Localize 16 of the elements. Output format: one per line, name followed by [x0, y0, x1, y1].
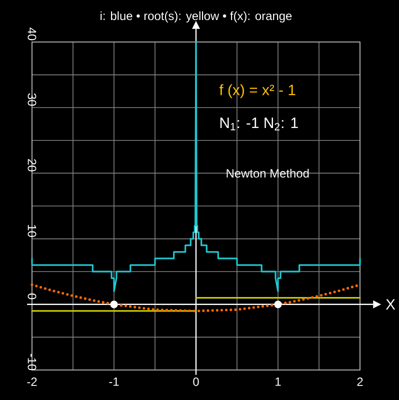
y-tick-label: 10 — [28, 225, 36, 237]
y-tick-label: -10 — [28, 354, 36, 370]
x-axis-title: X — [386, 299, 396, 310]
y-tick-label: 30 — [28, 93, 36, 106]
x-tick-label: -1 — [109, 378, 119, 386]
y-tick-label: 40 — [28, 28, 36, 40]
annotation: f (x) = x² - 1 — [219, 84, 296, 98]
x-tick-label: 2 — [357, 378, 363, 386]
y-tick-label: 20 — [28, 159, 36, 172]
annotation: Newton Method — [226, 168, 309, 178]
chart-title: i: blue • root(s): yellow • f(x): orange — [100, 11, 292, 22]
x-tick-label: -2 — [27, 378, 37, 386]
x-tick-label: 0 — [193, 378, 199, 386]
x-tick-label: 1 — [276, 378, 281, 386]
annotation: N$_{1}$: -1 N$_{2}$: 1 — [220, 118, 298, 130]
y-tick-label: 0 — [28, 294, 36, 300]
